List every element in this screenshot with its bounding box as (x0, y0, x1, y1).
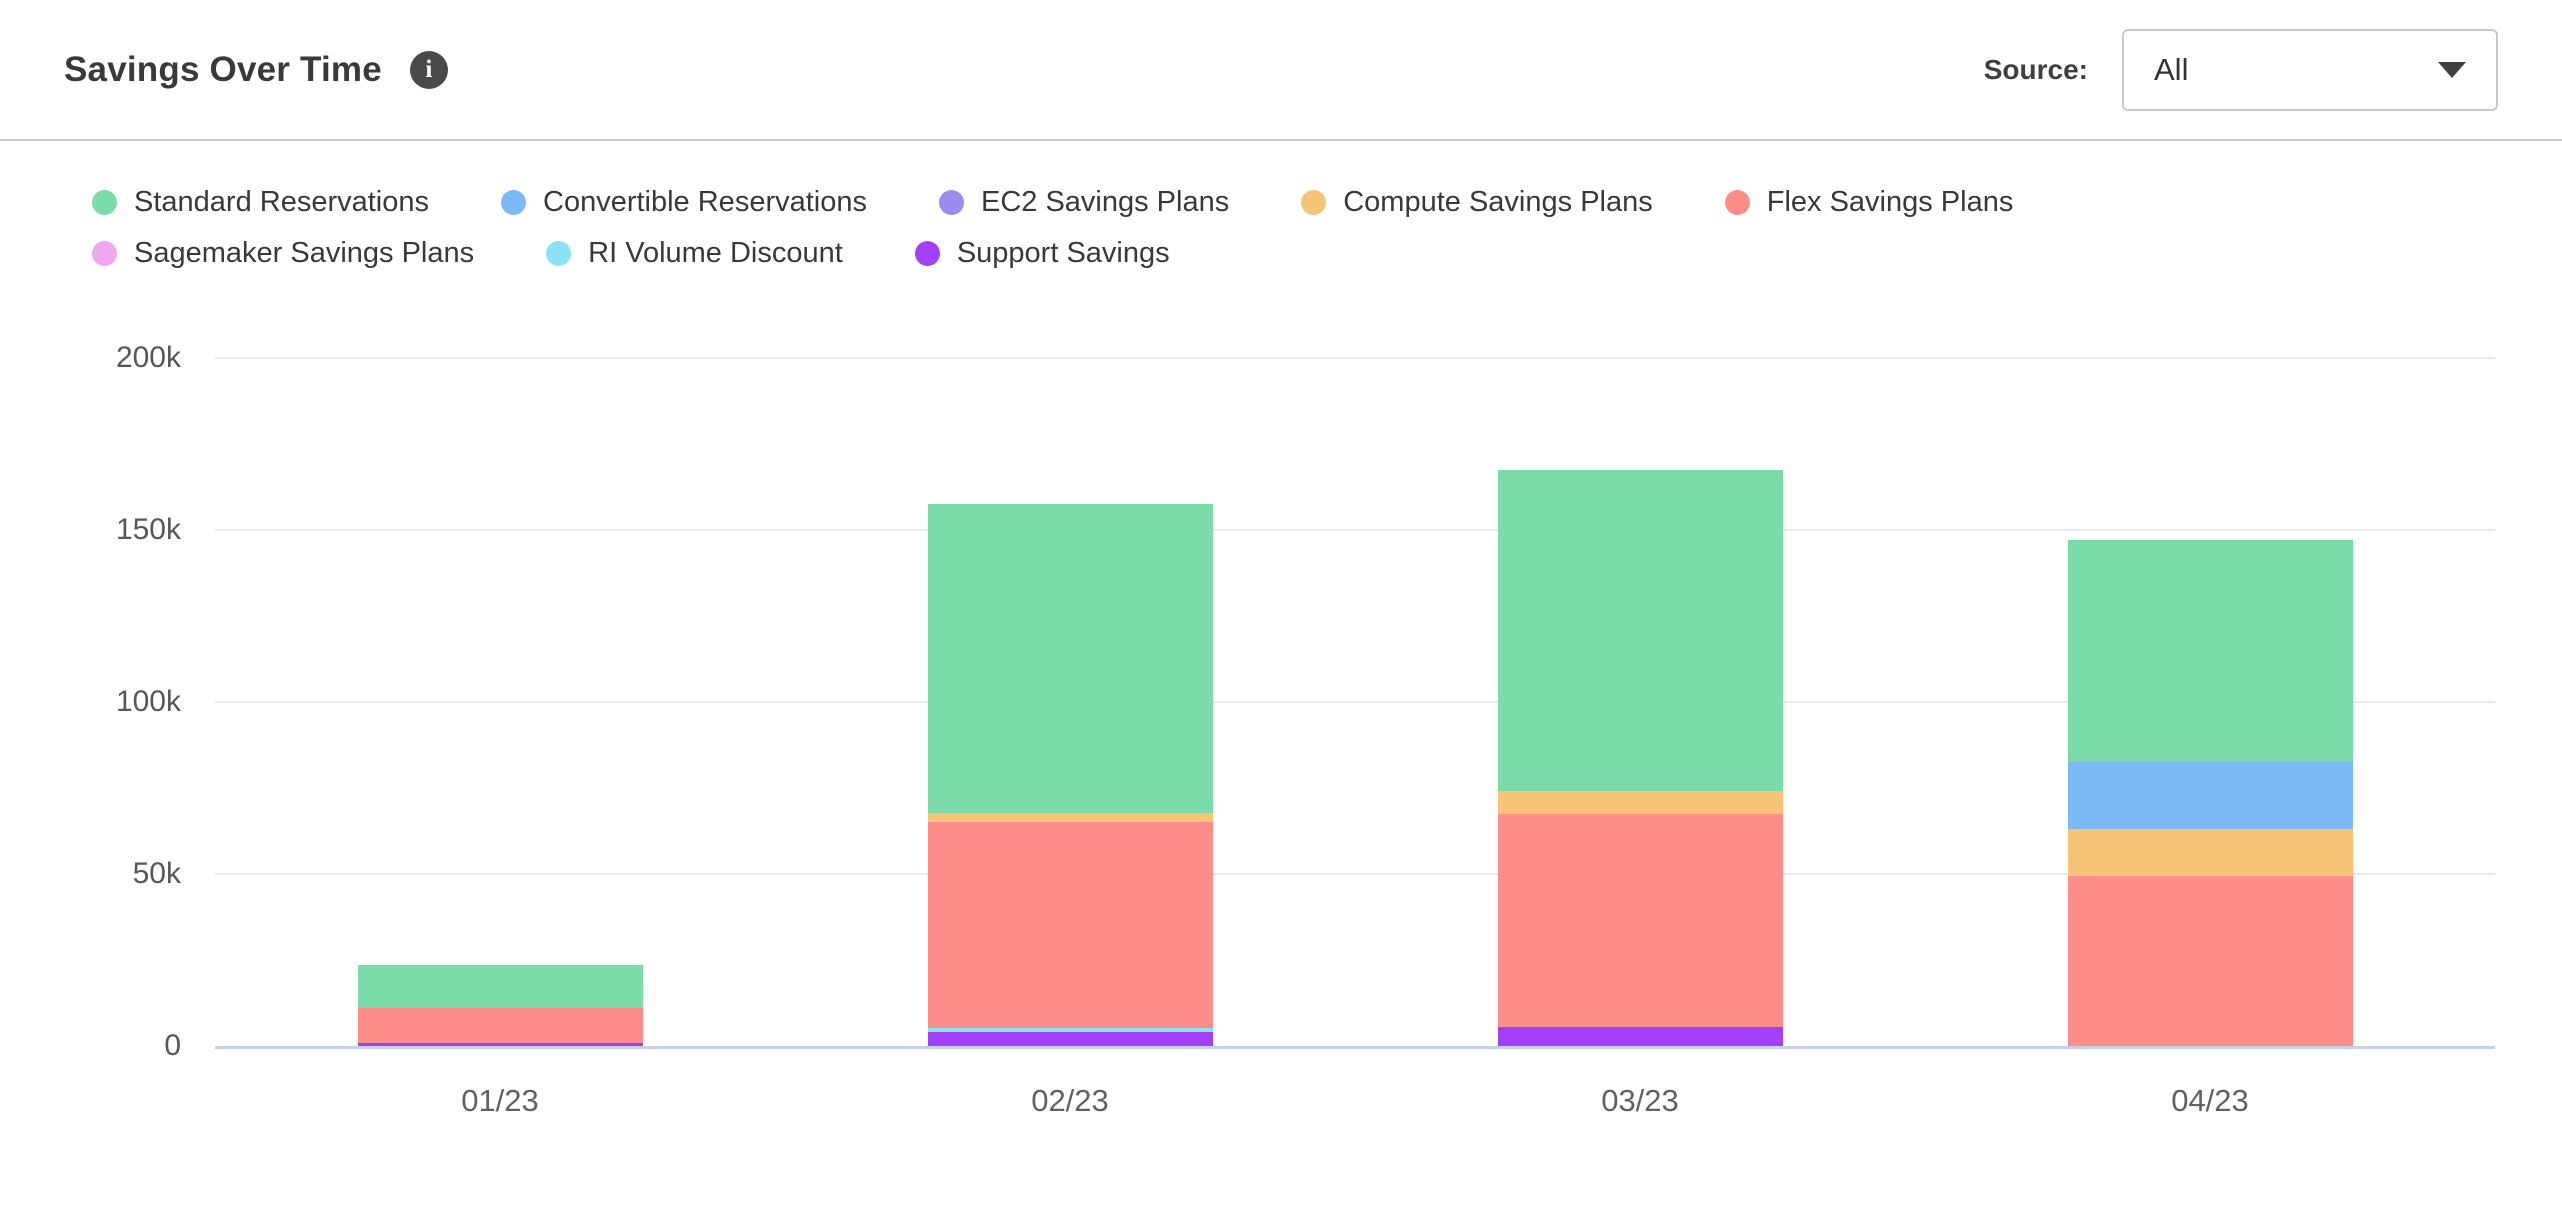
legend-swatch-icon (501, 190, 526, 215)
legend-item-standard-reservations[interactable]: Standard Reservations (92, 186, 429, 219)
x-axis-label: 03/23 (1601, 1083, 1679, 1118)
legend-label: Support Savings (956, 237, 1170, 269)
gridline (215, 873, 2495, 875)
legend-label: Sagemaker Savings Plans (134, 237, 475, 269)
legend-swatch-icon (938, 190, 964, 215)
legend-swatch-icon (92, 190, 117, 215)
source-label: Source: (1983, 53, 2088, 85)
bar-segment-standard-reservations[interactable] (2067, 540, 2353, 763)
legend-item-ri-volume-discount[interactable]: RI Volume Discount (546, 237, 843, 270)
bar-segment-convertible-reservations[interactable] (2067, 762, 2353, 830)
panel-header: Savings Over Time i Source: All (0, 0, 2562, 141)
bar-segment-compute-savings-plans[interactable] (2067, 829, 2353, 876)
legend-item-compute-savings-plans[interactable]: Compute Savings Plans (1301, 186, 1653, 219)
legend-item-convertible-reservations[interactable]: Convertible Reservations (501, 186, 867, 219)
legend-swatch-icon (546, 241, 572, 266)
y-axis-tick-label: 150k (115, 513, 181, 546)
chevron-down-icon (2438, 61, 2466, 78)
legend-label: Standard Reservations (134, 186, 429, 218)
y-axis-tick-label: 50k (132, 857, 181, 890)
y-axis-tick-label: 100k (115, 685, 181, 718)
bar-segment-standard-reservations[interactable] (927, 503, 1213, 814)
bar-segment-compute-savings-plans[interactable] (927, 813, 1213, 822)
legend-label: Compute Savings Plans (1343, 186, 1653, 218)
bar-segment-support-savings[interactable] (1497, 1027, 1783, 1046)
legend-label: Flex Savings Plans (1766, 186, 2014, 218)
legend-row-1: Standard Reservations Convertible Reserva… (92, 186, 2085, 219)
bar-segment-flex-savings-plans[interactable] (927, 821, 1213, 1029)
legend-label: RI Volume Discount (588, 237, 843, 269)
bar-segment-support-savings[interactable] (357, 1042, 643, 1046)
bar-segment-compute-savings-plans[interactable] (1497, 791, 1783, 814)
legend-swatch-icon (914, 241, 940, 266)
legend-row-2: Sagemaker Savings Plans RI Volume Discoun… (92, 237, 1242, 270)
legend-label: Convertible Reservations (543, 186, 867, 218)
bar-segment-flex-savings-plans[interactable] (2067, 875, 2353, 1046)
legend-swatch-icon (1724, 190, 1750, 215)
legend-label: EC2 Savings Plans (980, 186, 1230, 218)
y-axis-tick-label: 0 (164, 1029, 181, 1062)
legend-swatch-icon (1301, 190, 1327, 215)
y-axis-tick-label: 200k (115, 341, 181, 374)
legend-item-flex-savings-plans[interactable]: Flex Savings Plans (1724, 186, 2014, 219)
page-title: Savings Over Time (64, 49, 382, 89)
source-dropdown-value: All (2154, 51, 2189, 87)
legend-item-sagemaker-savings-plans[interactable]: Sagemaker Savings Plans (92, 237, 474, 270)
bar-segment-standard-reservations[interactable] (357, 965, 643, 1009)
bar-segment-support-savings[interactable] (927, 1032, 1213, 1046)
bar-segment-flex-savings-plans[interactable] (1497, 813, 1783, 1028)
source-dropdown[interactable]: All (2122, 28, 2498, 111)
bar-segment-ri-volume-discount[interactable] (927, 1028, 1213, 1033)
legend-item-ec2-savings-plans[interactable]: EC2 Savings Plans (938, 186, 1230, 219)
legend-swatch-icon (92, 241, 117, 266)
bar-segment-flex-savings-plans[interactable] (357, 1008, 643, 1043)
info-icon[interactable]: i (409, 50, 448, 89)
x-axis-label: 01/23 (461, 1083, 539, 1118)
x-axis-label: 04/23 (2171, 1083, 2249, 1118)
gridline (215, 357, 2495, 359)
x-axis-label: 02/23 (1031, 1083, 1109, 1118)
legend-item-support-savings[interactable]: Support Savings (914, 237, 1170, 270)
bar-segment-standard-reservations[interactable] (1497, 469, 1783, 792)
x-axis-line (215, 1046, 2495, 1049)
gridline (215, 529, 2495, 531)
gridline (215, 701, 2495, 703)
